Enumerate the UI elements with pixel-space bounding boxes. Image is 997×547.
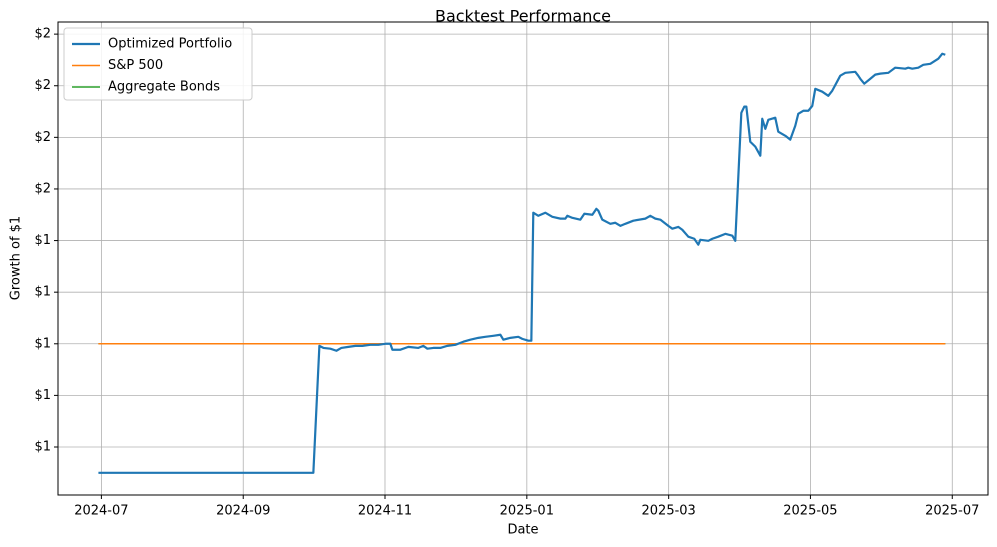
x-tick-label: 2025-05 <box>783 504 837 519</box>
y-tick-label: $1 <box>34 440 51 455</box>
y-tick-label: $1 <box>34 336 51 351</box>
x-tick-label: 2025-01 <box>500 504 554 519</box>
line-series <box>98 52 946 474</box>
x-tick-label: 2024-09 <box>216 504 270 519</box>
y-tick-label: $2 <box>34 78 51 93</box>
x-axis-label: Date <box>507 523 538 538</box>
y-tick-label: $2 <box>34 27 51 42</box>
plot-frame <box>57 21 989 496</box>
x-tick-label: 2025-03 <box>642 504 696 519</box>
y-tick-label: $1 <box>34 285 51 300</box>
x-tick-label: 2025-07 <box>925 504 979 519</box>
chart-title: Backtest Performance <box>435 7 611 26</box>
legend-label: Optimized Portfolio <box>108 37 232 52</box>
legend-label: S&P 500 <box>108 58 163 73</box>
y-tick-label: $1 <box>34 233 51 248</box>
y-tick-label: $2 <box>34 130 51 145</box>
y-tick-label: $2 <box>34 181 51 196</box>
legend-label: Aggregate Bonds <box>108 80 220 95</box>
x-tick-label: 2024-07 <box>74 504 128 519</box>
y-axis-label: Growth of $1 <box>9 216 24 300</box>
legend-box <box>63 27 253 101</box>
legend: Optimized Portfolio S&P 500 Aggregate Bond… <box>63 27 253 101</box>
y-tick-label: $1 <box>34 388 51 403</box>
x-tick-label: 2024-11 <box>358 504 412 519</box>
